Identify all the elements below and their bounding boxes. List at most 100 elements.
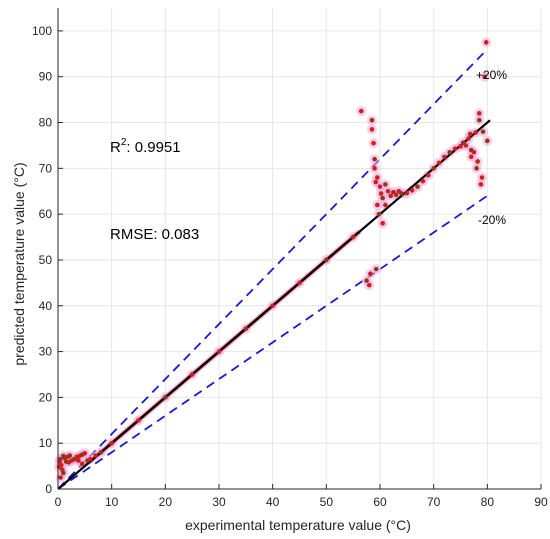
data-point	[61, 453, 66, 459]
data-point	[467, 131, 473, 137]
data-point	[373, 266, 379, 272]
data-point	[388, 193, 394, 199]
data-point	[409, 188, 415, 193]
data-point	[109, 440, 114, 446]
data-point	[475, 159, 480, 164]
data-point	[426, 172, 431, 178]
data-point	[399, 191, 404, 196]
data-point	[483, 40, 489, 45]
data-point	[476, 117, 482, 123]
data-point	[385, 188, 391, 194]
axes-frame	[57, 8, 541, 490]
data-point	[67, 453, 73, 458]
data-point	[471, 150, 477, 155]
r-squared-annotation: R2: 0.9951	[110, 137, 181, 156]
x-tick-label: 20	[159, 495, 173, 509]
x-tick-label: 40	[266, 495, 280, 509]
y-tick-label: 60	[39, 207, 53, 221]
data-point	[373, 179, 379, 185]
data-point	[476, 111, 482, 116]
data-point	[463, 143, 469, 148]
y-tick-label: 70	[39, 161, 53, 175]
data-point	[375, 175, 380, 180]
x-tick-label: 70	[427, 495, 441, 509]
data-point	[368, 271, 373, 276]
data-point	[163, 395, 168, 400]
data-point	[136, 417, 141, 423]
data-point	[324, 257, 329, 263]
data-point	[358, 108, 364, 114]
data-point	[371, 140, 376, 146]
data-point	[415, 184, 420, 189]
data-point	[473, 130, 478, 135]
data-point	[380, 221, 385, 226]
data-point	[216, 349, 222, 354]
data-point	[372, 156, 377, 162]
upper-20-percent-line	[57, 48, 488, 490]
r-squared-superscript: 2	[121, 137, 127, 148]
x-tick-label: 0	[55, 495, 62, 509]
data-point	[378, 191, 384, 196]
rmse-annotation: RMSE: 0.083	[110, 226, 199, 243]
y-tick-label: 0	[45, 482, 52, 496]
data-point	[270, 303, 275, 309]
lower-20-percent-line	[57, 195, 488, 490]
reference-lines	[57, 48, 488, 490]
data-point	[479, 175, 485, 180]
y-tick-label: 50	[39, 253, 53, 267]
data-point	[404, 190, 410, 196]
data-point	[76, 458, 81, 463]
data-point	[380, 195, 385, 201]
data-point	[366, 282, 372, 288]
data-point	[58, 475, 63, 480]
data-point	[420, 178, 426, 184]
data-point	[364, 278, 369, 283]
data-point	[436, 160, 442, 166]
data-point	[485, 138, 490, 144]
data-point	[482, 74, 487, 80]
data-point	[87, 456, 93, 462]
lower-band-label: -20%	[478, 213, 506, 227]
data-point	[480, 129, 486, 134]
data-point	[466, 136, 471, 141]
y-axis-title: predicted temperature value (°C)	[11, 162, 27, 365]
y-tick-label: 20	[39, 390, 53, 404]
data-point	[468, 154, 474, 160]
y-axis-ticks: 0 10 20 30 40 50 60 70 80 90 100	[32, 24, 63, 496]
x-tick-label: 80	[481, 495, 495, 509]
data-point	[478, 182, 484, 187]
x-tick-label: 90	[534, 495, 548, 509]
data-point	[431, 166, 436, 171]
data-point	[447, 150, 453, 155]
data-point	[442, 154, 447, 160]
y-tick-label: 100	[32, 24, 52, 38]
y-tick-label: 30	[39, 345, 53, 359]
data-point	[383, 202, 388, 208]
y-tick-label: 80	[39, 116, 53, 130]
data-point	[393, 192, 399, 198]
data-point	[297, 280, 302, 286]
x-tick-label: 60	[373, 495, 387, 509]
data-point	[474, 166, 479, 171]
y-tick-label: 40	[39, 299, 53, 313]
x-tick-label: 10	[105, 495, 119, 509]
data-point	[458, 144, 463, 149]
data-point	[369, 127, 375, 132]
x-axis-title: experimental temperature value (°C)	[185, 517, 411, 533]
data-point	[376, 211, 382, 217]
data-point	[82, 450, 88, 456]
data-point	[79, 461, 85, 467]
data-point	[61, 470, 66, 476]
data-point	[93, 453, 98, 458]
upper-band-label: +20%	[476, 68, 507, 82]
data-point	[369, 117, 375, 123]
x-tick-label: 50	[320, 495, 334, 509]
data-point	[56, 464, 62, 470]
data-points	[56, 40, 490, 480]
data-point	[452, 146, 458, 151]
data-point	[377, 184, 383, 189]
x-tick-label: 30	[212, 495, 226, 509]
r-squared-value: : 0.9951	[126, 139, 180, 156]
